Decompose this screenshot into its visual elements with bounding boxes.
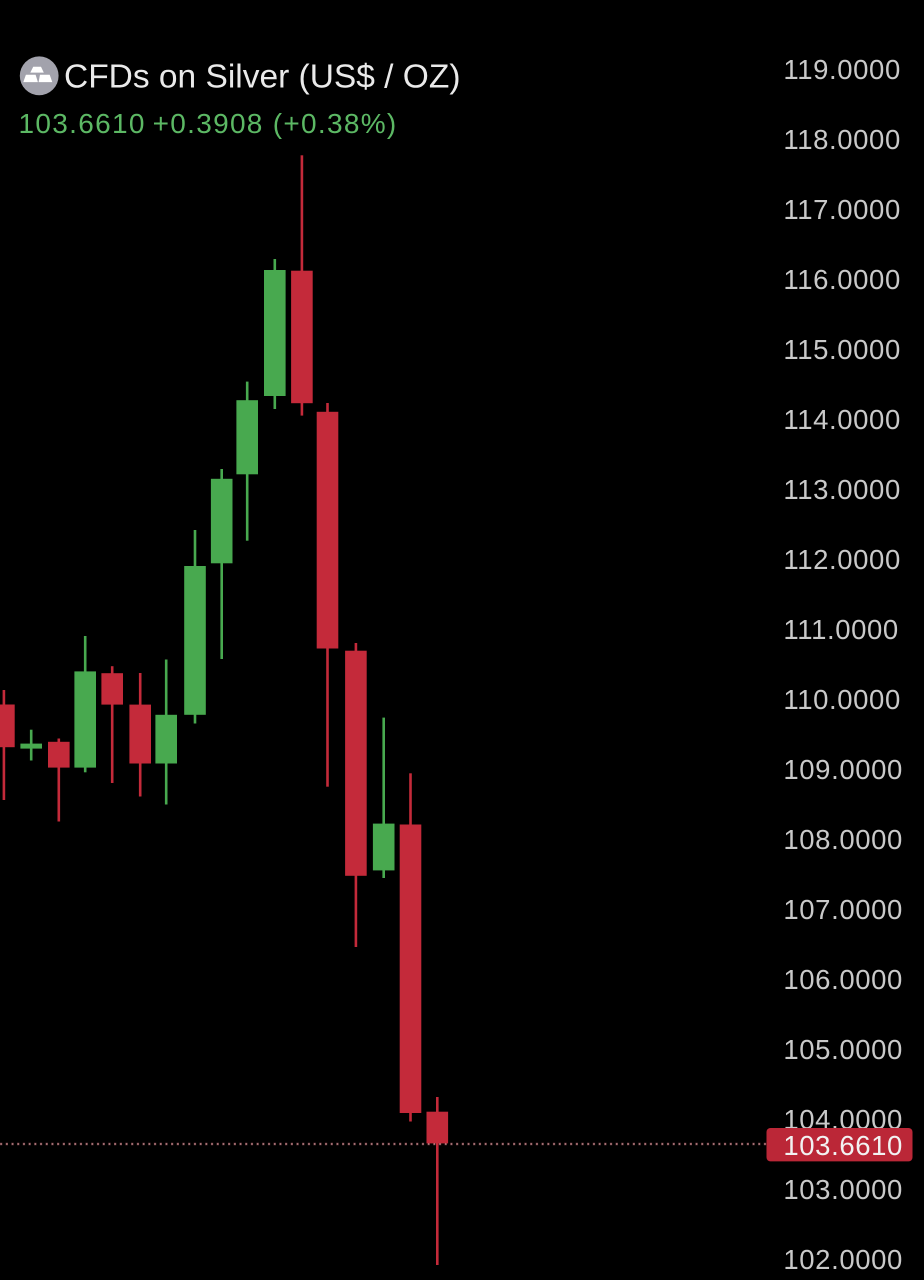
svg-text:110.0000: 110.0000 xyxy=(783,684,900,715)
svg-text:105.0000: 105.0000 xyxy=(783,1034,903,1065)
svg-text:CFDs on Silver (US$ / OZ): CFDs on Silver (US$ / OZ) xyxy=(64,59,460,96)
svg-text:106.0000: 106.0000 xyxy=(783,964,903,995)
svg-text:118.0000: 118.0000 xyxy=(783,124,900,155)
svg-text:107.0000: 107.0000 xyxy=(783,894,903,925)
svg-text:117.0000: 117.0000 xyxy=(783,194,900,225)
svg-text:108.0000: 108.0000 xyxy=(783,824,903,855)
svg-text:113.0000: 113.0000 xyxy=(783,474,900,505)
svg-text:109.0000: 109.0000 xyxy=(783,754,903,785)
svg-text:103.6610 +0.3908 (+0.38%): 103.6610 +0.3908 (+0.38%) xyxy=(19,108,398,139)
svg-text:115.0000: 115.0000 xyxy=(783,334,900,365)
svg-text:103.6610: 103.6610 xyxy=(783,1130,903,1161)
svg-text:116.0000: 116.0000 xyxy=(783,264,900,295)
svg-text:103.0000: 103.0000 xyxy=(783,1174,903,1205)
svg-text:114.0000: 114.0000 xyxy=(783,404,900,435)
svg-text:111.0000: 111.0000 xyxy=(783,614,898,645)
svg-text:119.0000: 119.0000 xyxy=(783,54,900,85)
svg-text:112.0000: 112.0000 xyxy=(783,544,900,575)
svg-text:102.0000: 102.0000 xyxy=(783,1244,903,1275)
